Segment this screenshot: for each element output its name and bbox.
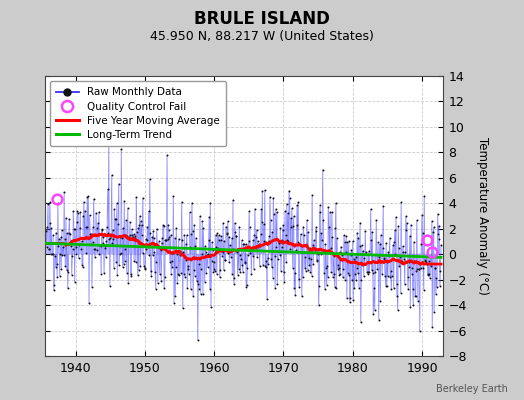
Text: 45.950 N, 88.217 W (United States): 45.950 N, 88.217 W (United States) <box>150 30 374 43</box>
Legend: Raw Monthly Data, Quality Control Fail, Five Year Moving Average, Long-Term Tren: Raw Monthly Data, Quality Control Fail, … <box>50 81 226 146</box>
Y-axis label: Temperature Anomaly (°C): Temperature Anomaly (°C) <box>476 137 489 295</box>
Text: Berkeley Earth: Berkeley Earth <box>436 384 508 394</box>
Text: BRULE ISLAND: BRULE ISLAND <box>194 10 330 28</box>
